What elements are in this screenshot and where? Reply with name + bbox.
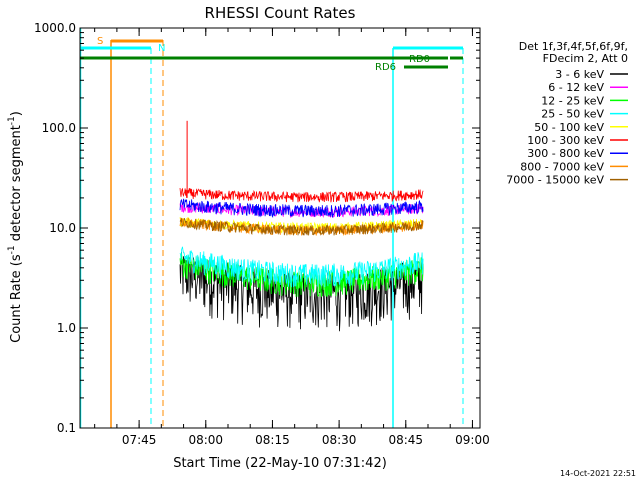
legend-label: 6 - 12 keV [548,81,604,94]
marker-s: S [97,36,103,47]
legend-label: 25 - 50 keV [541,108,604,121]
legend-label: 300 - 800 keV [527,147,604,160]
series-line [180,188,423,202]
x-axis-label: Start Time (22-May-10 07:31:42) [173,456,387,471]
legend-header: FDecim 2, Att 0 [543,52,628,65]
chart-title: RHESSI Count Rates [205,4,356,22]
x-tick-label: 09:00 [455,433,490,447]
x-tick-label: 07:45 [122,433,157,447]
x-tick-label: 08:45 [388,433,423,447]
y-tick-label: 1000.0 [34,21,76,35]
legend-label: 7000 - 15000 keV [506,174,604,187]
series-line [180,252,423,331]
marker-rd0: RD0 [409,54,430,65]
marker-rd6: RD6 [375,62,396,73]
y-axis-label: Count Rate (s-1 detector segment-1) [7,111,24,343]
x-tick-label: 08:15 [255,433,290,447]
legend-label: 50 - 100 keV [534,121,604,134]
timestamp: 14-Oct-2021 22:51 [560,469,636,478]
x-tick-label: 08:30 [322,433,357,447]
legend-label: 800 - 7000 keV [520,160,604,173]
legend-label: 12 - 25 keV [541,94,604,107]
legend-label: 100 - 300 keV [527,134,604,147]
y-tick-label: 10.0 [49,221,76,235]
marker-n: N [158,43,165,54]
y-tick-label: 0.1 [57,421,76,435]
y-tick-label: 100.0 [42,121,76,135]
y-tick-label: 1.0 [57,321,76,335]
x-tick-label: 08:00 [188,433,223,447]
legend-label: 3 - 6 keV [555,68,604,81]
series-line [180,199,423,218]
